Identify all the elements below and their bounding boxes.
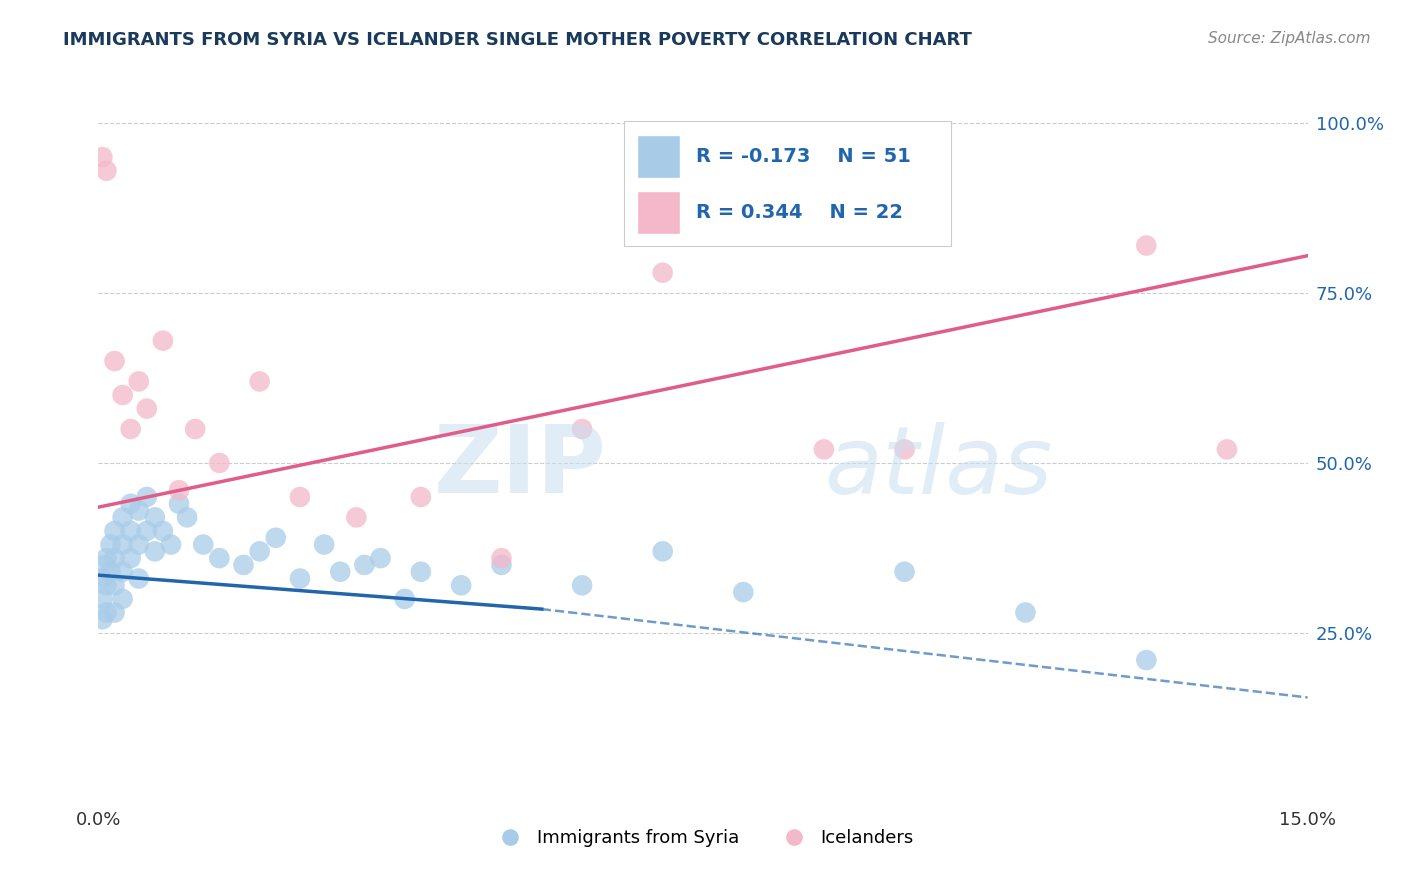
Point — [103, 551, 125, 566]
Point — [152, 524, 174, 538]
Point — [111, 537, 134, 551]
Point — [100, 565, 122, 579]
Point — [100, 537, 122, 551]
Text: IMMIGRANTS FROM SYRIA VS ICELANDER SINGLE MOTHER POVERTY CORRELATION CHART: IMMIGRANTS FROM SYRIA VS ICELANDER SINGL… — [63, 31, 972, 49]
Point — [120, 422, 142, 436]
Point — [91, 612, 114, 626]
Point — [1216, 442, 1239, 457]
Point — [491, 558, 513, 572]
Point — [111, 591, 134, 606]
Point — [394, 591, 416, 606]
Point — [176, 510, 198, 524]
Point — [111, 510, 134, 524]
Point — [450, 578, 472, 592]
Point — [143, 510, 166, 524]
Point — [651, 266, 673, 280]
Text: ZIP: ZIP — [433, 421, 606, 514]
Point — [103, 354, 125, 368]
Point — [409, 565, 432, 579]
Point — [96, 578, 118, 592]
Point — [249, 544, 271, 558]
Point — [893, 442, 915, 457]
Point — [91, 591, 114, 606]
Point — [288, 490, 311, 504]
Point — [128, 572, 150, 586]
Point — [111, 388, 134, 402]
Point — [1135, 653, 1157, 667]
Point — [1014, 606, 1036, 620]
Point — [370, 551, 392, 566]
Point — [91, 150, 114, 164]
Point — [264, 531, 287, 545]
Point — [249, 375, 271, 389]
Point — [733, 585, 755, 599]
Point — [571, 422, 593, 436]
Point — [135, 524, 157, 538]
Point — [143, 544, 166, 558]
Point — [893, 565, 915, 579]
Point — [103, 606, 125, 620]
Point — [193, 537, 215, 551]
Point — [208, 456, 231, 470]
Point — [120, 551, 142, 566]
Point — [232, 558, 254, 572]
Point — [135, 401, 157, 416]
Point — [111, 565, 134, 579]
Point — [91, 572, 114, 586]
Point — [128, 375, 150, 389]
Point — [103, 524, 125, 538]
Point — [152, 334, 174, 348]
Point — [128, 537, 150, 551]
Text: Source: ZipAtlas.com: Source: ZipAtlas.com — [1208, 31, 1371, 46]
Point — [208, 551, 231, 566]
Point — [184, 422, 207, 436]
Point — [329, 565, 352, 579]
Point — [409, 490, 432, 504]
Point — [103, 578, 125, 592]
Legend: Immigrants from Syria, Icelanders: Immigrants from Syria, Icelanders — [485, 822, 921, 855]
Point — [120, 524, 142, 538]
Point — [353, 558, 375, 572]
Point — [96, 606, 118, 620]
Point — [1135, 238, 1157, 252]
Point — [571, 578, 593, 592]
Point — [344, 510, 367, 524]
Point — [167, 483, 190, 498]
Point — [135, 490, 157, 504]
Text: atlas: atlas — [824, 422, 1052, 513]
Point — [288, 572, 311, 586]
Point — [651, 544, 673, 558]
Point — [813, 442, 835, 457]
Point — [96, 163, 118, 178]
Point — [96, 551, 118, 566]
Point — [160, 537, 183, 551]
Point — [314, 537, 336, 551]
Point — [94, 558, 117, 572]
Point — [491, 551, 513, 566]
Point — [167, 497, 190, 511]
Point — [128, 503, 150, 517]
Point — [120, 497, 142, 511]
